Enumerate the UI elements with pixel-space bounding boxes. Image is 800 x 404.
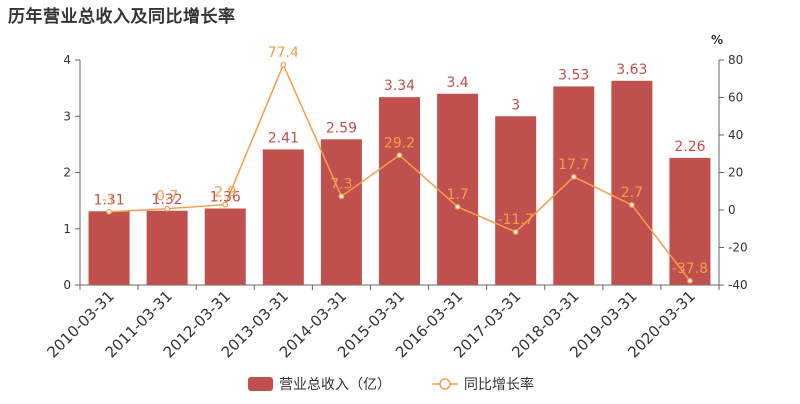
y-right-tick-label: 0 [728, 203, 736, 217]
growth-value-label: 7.3 [330, 176, 352, 192]
growth-value-label: -37.8 [672, 261, 708, 277]
legend-label-line: 同比增长率 [464, 376, 534, 393]
y-left-tick-label: 3 [63, 109, 71, 123]
bar [146, 210, 188, 285]
bar [437, 93, 479, 285]
growth-point [106, 208, 112, 215]
y-right-tick-label: 80 [728, 53, 743, 67]
growth-point [164, 205, 171, 212]
bar-value-label: 3 [511, 97, 520, 113]
bar-value-label: 3.53 [558, 67, 589, 83]
growth-value-label: 0.7 [156, 189, 178, 205]
growth-point [454, 203, 461, 210]
bar [495, 116, 537, 285]
y-right-unit: % [711, 33, 723, 47]
y-right-tick-label: 60 [728, 91, 743, 105]
y-right-tick-label: -20 [728, 241, 748, 255]
growth-value-label: 1.7 [446, 187, 468, 203]
bar-value-label: 2.41 [268, 130, 299, 146]
chart-title: 历年营业总收入及同比增长率 [8, 7, 236, 27]
growth-point [222, 201, 229, 208]
bar-value-label: 2.26 [674, 139, 705, 155]
y-left-tick-label: 2 [63, 166, 71, 180]
y-left-tick-label: 0 [63, 278, 71, 292]
bar [262, 149, 304, 285]
growth-point [280, 61, 287, 68]
legend-label-bar: 营业总收入（亿） [279, 377, 391, 393]
y-left-tick-label: 4 [63, 53, 71, 67]
bar-value-label: 2.59 [326, 120, 357, 136]
bar [553, 86, 595, 285]
bar [204, 208, 246, 285]
legend-swatch-line-marker [439, 378, 451, 390]
bar-value-label: 1.32 [152, 192, 183, 208]
growth-point [687, 277, 693, 284]
growth-point [396, 152, 403, 159]
bar [611, 80, 653, 285]
bar [379, 97, 420, 285]
growth-value-label: -11.7 [498, 212, 534, 228]
growth-value-label: 2.7 [621, 185, 643, 201]
y-right-tick-label: 40 [728, 128, 743, 142]
y-right-tick-label: -40 [728, 278, 748, 292]
y-right-tick-label: 20 [728, 166, 743, 180]
legend-swatch-bar [248, 377, 273, 391]
growth-value-label: -1 [102, 192, 116, 208]
bar-value-label: 1.31 [93, 192, 124, 208]
growth-value-label: 77.4 [268, 45, 299, 61]
bar [320, 139, 362, 285]
bar-value-label: 3.63 [616, 62, 647, 78]
growth-point [628, 202, 635, 208]
bar-value-label: 3.34 [384, 78, 415, 94]
growth-value-label: 2.9 [214, 185, 236, 201]
bar [88, 211, 130, 285]
growth-value-label: 29.2 [384, 135, 415, 151]
growth-point [338, 193, 345, 200]
growth-point [570, 173, 577, 180]
growth-point [512, 229, 519, 235]
bar-value-label: 3.4 [446, 75, 468, 91]
growth-value-label: 17.7 [558, 157, 589, 173]
y-left-tick-label: 1 [63, 222, 71, 236]
bar-value-label: 1.36 [210, 190, 241, 206]
